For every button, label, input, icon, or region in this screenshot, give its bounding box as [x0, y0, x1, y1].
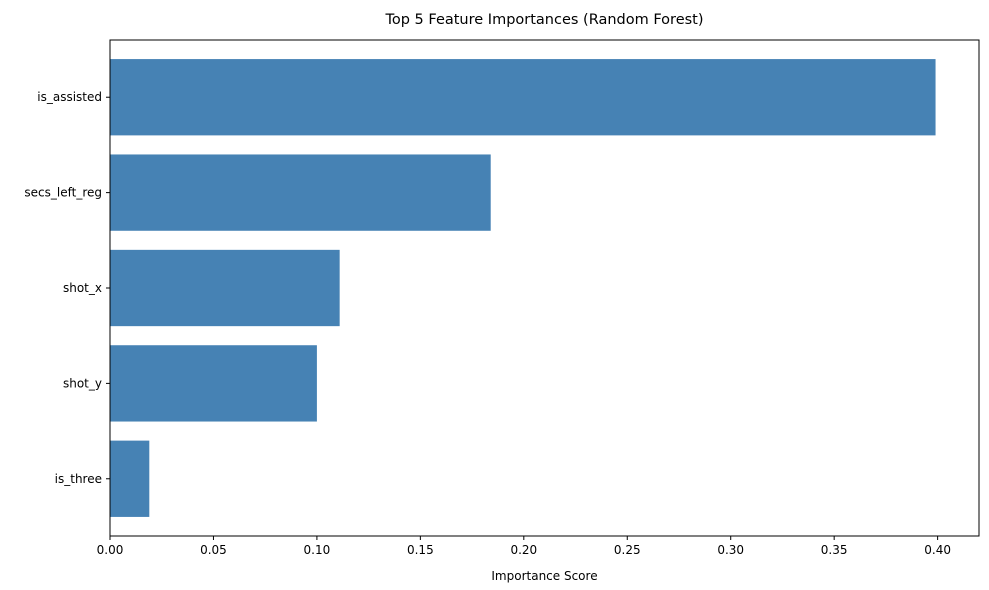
x-tick-label: 0.30: [717, 543, 744, 557]
plot-frame: [109, 39, 980, 537]
chart-title: Top 5 Feature Importances (Random Forest…: [384, 12, 703, 28]
bar-shot_x: [110, 249, 340, 327]
x-axis-ticks: 0.00 0.05 0.10 0.15 0.20 0.25 0.30 0.35 0.40: [97, 536, 951, 557]
y-tick-label: secs_left_reg: [24, 186, 102, 200]
x-tick-label: 0.10: [304, 543, 331, 557]
x-tick-label: 0.00: [97, 543, 124, 557]
bars-group: [110, 59, 936, 517]
x-tick-label: 0.15: [407, 543, 434, 557]
x-tick-label: 0.25: [614, 543, 641, 557]
y-tick-label: is_assisted: [37, 90, 102, 104]
x-tick-label: 0.05: [200, 543, 227, 557]
x-tick-label: 0.40: [924, 543, 951, 557]
y-tick-label: is_three: [55, 472, 102, 486]
y-tick-label: shot_y: [63, 376, 102, 390]
x-tick-label: 0.20: [510, 543, 537, 557]
y-axis-ticks: is_assisted secs_left_reg shot_x shot_y is_t…: [24, 90, 110, 486]
x-axis-label: Importance Score: [491, 569, 597, 583]
y-tick-label: shot_x: [63, 281, 102, 295]
bar-shot_y: [110, 345, 317, 422]
bar-secs_left_reg: [110, 154, 491, 231]
x-tick-label: 0.35: [821, 543, 848, 557]
bar-is_assisted: [110, 59, 936, 136]
bar-is_three: [110, 440, 150, 517]
